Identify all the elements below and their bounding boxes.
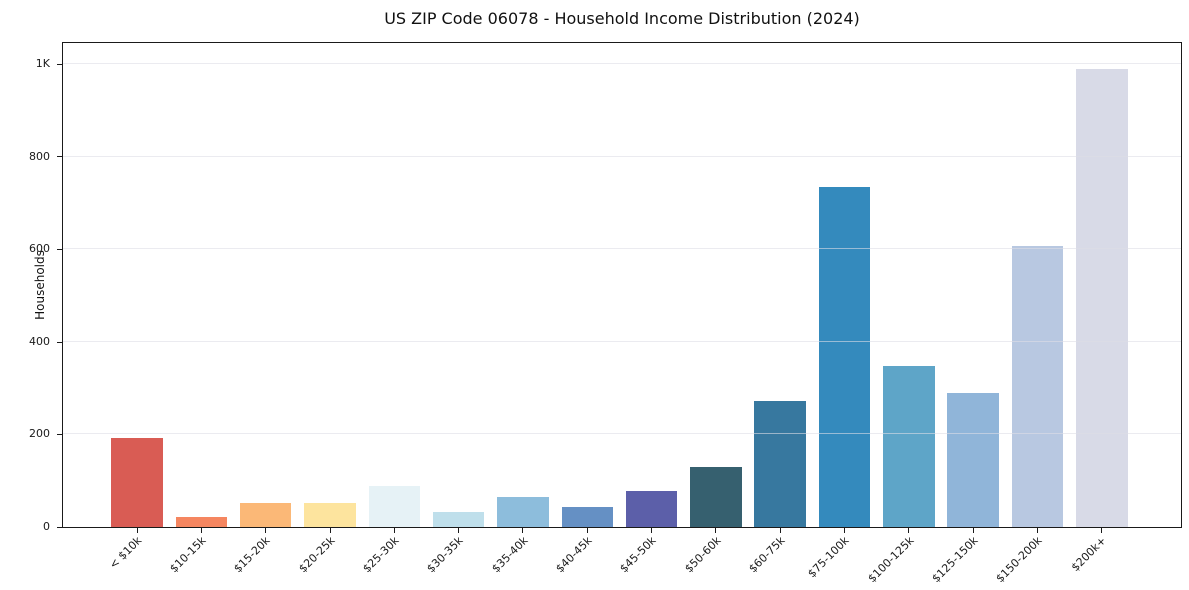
x-tick	[1101, 528, 1103, 533]
x-tick	[329, 528, 331, 533]
x-tick	[200, 528, 202, 533]
bar	[818, 187, 871, 527]
gridline	[63, 248, 1181, 250]
y-tick-label: 1K	[35, 56, 50, 70]
plot-area	[62, 42, 1182, 528]
bar	[561, 506, 613, 527]
x-tick	[651, 528, 653, 533]
y-tick	[57, 64, 62, 65]
x-tick-label: $40-45k	[553, 534, 595, 576]
bar	[368, 486, 421, 527]
x-tick-label: $20-25k	[295, 534, 338, 576]
y-tick-label: 400	[29, 334, 50, 348]
chart-title: US ZIP Code 06078 - Household Income Dis…	[384, 9, 860, 28]
bar	[432, 511, 485, 527]
y-axis-label: Households	[33, 250, 47, 320]
x-tick	[779, 528, 781, 533]
x-tick-label: $75-100k	[805, 534, 852, 581]
gridline	[63, 62, 1181, 64]
bar	[175, 516, 228, 527]
x-tick-label: < $10k	[106, 534, 145, 572]
x-tick	[908, 528, 910, 533]
bar	[883, 366, 935, 527]
x-tick	[393, 528, 395, 533]
bar	[111, 438, 163, 527]
bar	[1011, 246, 1064, 527]
y-tick	[57, 434, 62, 435]
bar	[754, 401, 806, 527]
x-tick	[458, 528, 460, 533]
x-tick-label: $35-40k	[488, 534, 531, 576]
y-tick-label: 800	[29, 149, 50, 163]
x-tick	[265, 528, 267, 533]
bar	[304, 503, 356, 527]
x-tick-label: $200k+	[1069, 534, 1110, 575]
x-tick-label: $15-20k	[231, 534, 273, 576]
x-tick-label: $50-60k	[681, 534, 724, 576]
x-tick-label: $60-75k	[746, 534, 788, 576]
bar	[1076, 68, 1128, 527]
x-tick	[522, 528, 524, 533]
x-tick	[715, 528, 717, 533]
y-tick	[57, 249, 62, 250]
y-tick-label: 0	[43, 520, 50, 533]
bar	[690, 466, 742, 527]
x-tick-label: $125-150k	[929, 534, 981, 586]
bar	[947, 393, 999, 527]
gridline	[63, 433, 1181, 435]
bar	[497, 496, 549, 527]
y-tick-label: 200	[29, 427, 50, 441]
gridline	[63, 155, 1181, 157]
x-tick	[1037, 528, 1039, 533]
x-tick	[136, 528, 138, 533]
x-tick-label: $100-125k	[864, 534, 917, 586]
y-tick	[57, 342, 62, 343]
y-tick	[57, 527, 62, 528]
x-tick	[972, 528, 974, 533]
x-tick-label: $45-50k	[617, 534, 659, 576]
x-tick-label: $25-30k	[360, 534, 402, 576]
x-tick	[844, 528, 846, 533]
y-tick	[57, 156, 62, 157]
gridline	[63, 340, 1181, 342]
y-tick-label: 600	[29, 242, 50, 256]
x-tick-label: $30-35k	[424, 534, 466, 576]
bar	[239, 502, 292, 527]
x-tick-label: $150-200k	[993, 534, 1045, 586]
x-tick-label: $10-15k	[167, 534, 209, 576]
bar	[625, 490, 678, 527]
x-tick	[586, 528, 588, 533]
